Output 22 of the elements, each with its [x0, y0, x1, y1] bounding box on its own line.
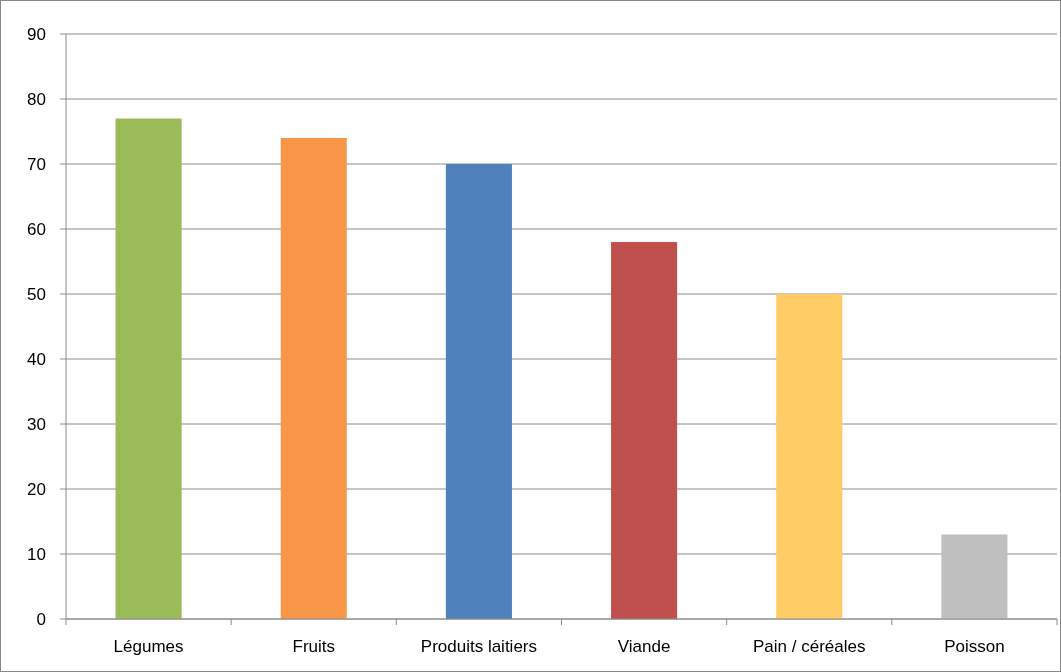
y-tick-label: 80 — [27, 89, 46, 109]
y-tick-label: 70 — [27, 154, 46, 174]
x-tick-label: Pain / céréales — [753, 637, 866, 656]
bar — [445, 164, 512, 619]
x-tick-label: Légumes — [113, 637, 184, 656]
y-tick-label: 20 — [27, 479, 46, 499]
bar — [776, 294, 843, 619]
y-tick-label: 30 — [27, 414, 46, 434]
bar — [280, 138, 347, 619]
y-tick-label: 0 — [36, 609, 46, 629]
bar — [611, 242, 678, 619]
x-tick-label: Viande — [617, 637, 671, 656]
y-tick-label: 40 — [27, 349, 46, 369]
y-tick-label: 60 — [27, 219, 46, 239]
x-tick-label: Produits laitiers — [420, 637, 538, 656]
x-tick-label: Fruits — [292, 637, 335, 656]
bar — [941, 534, 1008, 619]
bar — [115, 118, 182, 619]
y-tick-label: 10 — [27, 544, 46, 564]
y-tick-label: 50 — [27, 284, 46, 304]
y-tick-label: 90 — [27, 24, 46, 44]
x-tick-label: Poisson — [944, 637, 1005, 656]
